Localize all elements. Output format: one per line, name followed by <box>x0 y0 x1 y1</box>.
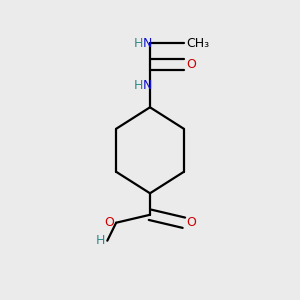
Text: H: H <box>96 234 105 247</box>
Text: O: O <box>104 216 114 229</box>
Text: H: H <box>133 37 142 50</box>
Text: N: N <box>142 37 152 50</box>
Text: O: O <box>186 58 196 71</box>
Text: H: H <box>133 79 142 92</box>
Text: N: N <box>142 79 152 92</box>
Text: CH₃: CH₃ <box>186 37 209 50</box>
Text: O: O <box>186 216 196 229</box>
